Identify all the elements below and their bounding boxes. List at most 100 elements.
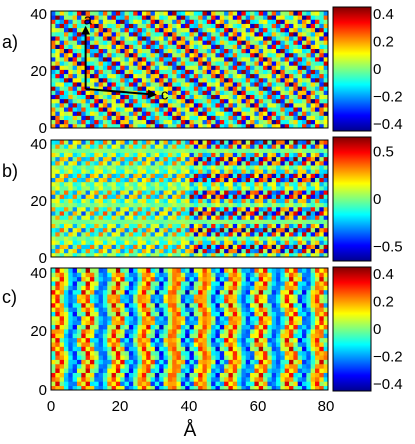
heatmap-cell <box>193 177 199 183</box>
heatmap-cell <box>237 302 242 308</box>
heatmap-cell <box>163 48 169 54</box>
heatmap-cell <box>193 19 199 24</box>
heatmap-cell <box>185 144 190 149</box>
heatmap-cell <box>289 148 294 153</box>
heatmap-cell <box>68 211 74 216</box>
heatmap-cell <box>115 333 121 339</box>
heatmap-cell <box>271 31 277 37</box>
heatmap-cell <box>111 48 117 54</box>
heatmap-cell <box>297 223 303 229</box>
heatmap-cell <box>284 252 290 258</box>
heatmap-cell <box>306 169 312 174</box>
heatmap-cell <box>284 231 290 237</box>
heatmap-cell <box>280 211 286 216</box>
heatmap-cell <box>154 337 160 343</box>
heatmap-cell <box>159 276 164 282</box>
heatmap-cell <box>72 363 78 369</box>
heatmap-cell <box>319 206 325 212</box>
heatmap-cell <box>63 385 69 391</box>
heatmap-cell <box>297 160 303 166</box>
heatmap-cell <box>224 181 229 187</box>
heatmap-cell <box>133 248 138 254</box>
heatmap-cell <box>72 219 78 224</box>
heatmap-cell <box>76 102 82 108</box>
heatmap-cell <box>306 144 312 149</box>
heatmap-cell <box>323 82 329 87</box>
heatmap-cell <box>133 98 138 104</box>
heatmap-cell <box>180 368 186 373</box>
heatmap-cell <box>232 44 238 50</box>
heatmap-cell <box>81 119 87 125</box>
heatmap-cell <box>206 298 212 304</box>
heatmap-cell <box>289 231 294 237</box>
heatmap-cell <box>202 315 208 321</box>
heatmap-cell <box>159 98 164 104</box>
heatmap-cell <box>72 73 78 79</box>
heatmap-cell <box>228 69 234 75</box>
heatmap-cell <box>319 36 325 41</box>
heatmap-cell <box>59 144 65 149</box>
heatmap-cell <box>63 48 69 54</box>
heatmap-cell <box>167 198 173 204</box>
heatmap-cell <box>323 11 329 16</box>
heatmap-cell <box>81 281 87 286</box>
heatmap-cell <box>55 329 61 334</box>
heatmap-cell <box>202 337 208 343</box>
heatmap-cell <box>102 40 108 45</box>
heatmap-cell <box>189 23 195 29</box>
heatmap-cell <box>59 173 65 179</box>
heatmap-cell <box>323 148 329 153</box>
heatmap-cell <box>198 244 203 250</box>
heatmap-cell <box>258 337 264 343</box>
heatmap-cell <box>224 19 229 24</box>
heatmap-cell <box>206 311 212 317</box>
heatmap-cell <box>315 52 320 58</box>
heatmap-cell <box>128 211 134 216</box>
heatmap-cell <box>302 61 307 66</box>
heatmap-cell <box>94 44 100 50</box>
heatmap-cell <box>94 289 100 295</box>
heatmap-cell <box>59 219 65 224</box>
heatmap-cell <box>280 119 286 125</box>
heatmap-cell <box>124 52 130 58</box>
heatmap-cell <box>163 69 169 75</box>
heatmap-cell <box>150 185 156 191</box>
heatmap-cell <box>254 27 260 33</box>
heatmap-cell <box>150 376 156 382</box>
heatmap-cell <box>254 324 260 330</box>
heatmap-cell <box>254 311 260 317</box>
heatmap-cell <box>98 77 104 83</box>
heatmap-cell <box>128 285 134 291</box>
heatmap-cell <box>111 36 117 41</box>
heatmap-cell <box>146 31 151 37</box>
heatmap-cell <box>55 285 61 291</box>
heatmap-cell <box>254 376 260 382</box>
heatmap-cell <box>189 65 195 70</box>
heatmap-cell <box>180 307 186 312</box>
heatmap-cell <box>141 31 147 37</box>
heatmap-cell <box>193 372 199 378</box>
heatmap-cell <box>228 65 234 70</box>
heatmap-cell <box>94 61 100 66</box>
heatmap-cell <box>258 102 264 108</box>
heatmap-cell <box>315 190 320 195</box>
heatmap-cell <box>211 52 216 58</box>
heatmap-cell <box>271 82 277 87</box>
heatmap-cell <box>107 307 112 312</box>
heatmap-cell <box>167 289 173 295</box>
heatmap-cell <box>228 173 234 179</box>
heatmap-cell <box>115 119 121 125</box>
heatmap-cell <box>310 185 316 191</box>
heatmap-cell <box>55 346 61 352</box>
heatmap-cell <box>55 169 61 174</box>
heatmap-cell <box>315 240 320 245</box>
heatmap-cell <box>185 215 190 220</box>
heatmap-cell <box>137 144 143 149</box>
heatmap-cell <box>120 202 125 208</box>
heatmap-cell <box>315 152 320 158</box>
heatmap-cell <box>245 298 251 304</box>
heatmap-cell <box>72 173 78 179</box>
heatmap-cell <box>102 272 108 278</box>
heatmap-cell <box>280 102 286 108</box>
heatmap-cell <box>159 346 164 352</box>
